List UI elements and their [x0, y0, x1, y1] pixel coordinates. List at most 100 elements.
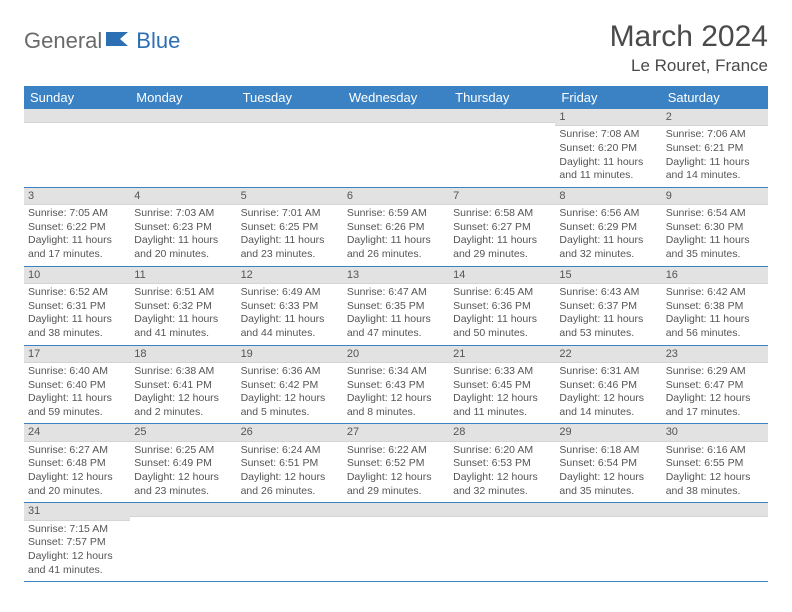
day-cell: 11Sunrise: 6:51 AMSunset: 6:32 PMDayligh… — [130, 266, 236, 345]
day-body: Sunrise: 6:43 AMSunset: 6:37 PMDaylight:… — [555, 284, 661, 345]
daylight: Daylight: 12 hours and 32 minutes. — [453, 471, 551, 498]
day-body: Sunrise: 6:51 AMSunset: 6:32 PMDaylight:… — [130, 284, 236, 345]
day-number: 21 — [449, 346, 555, 363]
sunset: Sunset: 6:23 PM — [134, 221, 232, 235]
day-body: Sunrise: 6:33 AMSunset: 6:45 PMDaylight:… — [449, 363, 555, 424]
day-body: Sunrise: 6:20 AMSunset: 6:53 PMDaylight:… — [449, 442, 555, 503]
sunrise: Sunrise: 6:16 AM — [666, 444, 764, 458]
logo: General Blue — [24, 20, 180, 54]
day-body: Sunrise: 6:40 AMSunset: 6:40 PMDaylight:… — [24, 363, 130, 424]
day-body: Sunrise: 6:45 AMSunset: 6:36 PMDaylight:… — [449, 284, 555, 345]
day-body: Sunrise: 6:52 AMSunset: 6:31 PMDaylight:… — [24, 284, 130, 345]
logo-text-blue: Blue — [136, 28, 180, 54]
day-cell: 31Sunrise: 7:15 AMSunset: 7:57 PMDayligh… — [24, 503, 130, 582]
sunset: Sunset: 6:55 PM — [666, 457, 764, 471]
day-cell: 3Sunrise: 7:05 AMSunset: 6:22 PMDaylight… — [24, 187, 130, 266]
sunset: Sunset: 6:53 PM — [453, 457, 551, 471]
sunrise: Sunrise: 7:03 AM — [134, 207, 232, 221]
day-cell — [237, 503, 343, 582]
day-cell — [343, 109, 449, 187]
day-body — [449, 517, 555, 565]
week-row: 10Sunrise: 6:52 AMSunset: 6:31 PMDayligh… — [24, 266, 768, 345]
day-body: Sunrise: 6:16 AMSunset: 6:55 PMDaylight:… — [662, 442, 768, 503]
day-cell: 4 Sunrise: 7:03 AMSunset: 6:23 PMDaylight… — [130, 187, 236, 266]
day-cell — [449, 503, 555, 582]
day-cell: 9Sunrise: 6:54 AMSunset: 6:30 PMDaylight… — [662, 187, 768, 266]
daylight: Daylight: 12 hours and 5 minutes. — [241, 392, 339, 419]
day-cell — [555, 503, 661, 582]
daylight: Daylight: 11 hours and 29 minutes. — [453, 234, 551, 261]
day-number: 9 — [662, 188, 768, 205]
day-cell: 25Sunrise: 6:25 AMSunset: 6:49 PMDayligh… — [130, 424, 236, 503]
day-number: 14 — [449, 267, 555, 284]
sunset: Sunset: 6:49 PM — [134, 457, 232, 471]
daylight: Daylight: 12 hours and 23 minutes. — [134, 471, 232, 498]
sunrise: Sunrise: 7:15 AM — [28, 523, 126, 537]
day-cell — [24, 109, 130, 187]
day-body: Sunrise: 6:25 AMSunset: 6:49 PMDaylight:… — [130, 442, 236, 503]
day-number — [237, 109, 343, 123]
daylight: Daylight: 11 hours and 41 minutes. — [134, 313, 232, 340]
sunrise: Sunrise: 6:59 AM — [347, 207, 445, 221]
sunrise: Sunrise: 6:36 AM — [241, 365, 339, 379]
daylight: Daylight: 11 hours and 17 minutes. — [28, 234, 126, 261]
day-number — [343, 109, 449, 123]
header: General Blue March 2024 Le Rouret, Franc… — [24, 20, 768, 76]
day-cell: 14Sunrise: 6:45 AMSunset: 6:36 PMDayligh… — [449, 266, 555, 345]
col-tuesday: Tuesday — [237, 86, 343, 109]
day-number: 13 — [343, 267, 449, 284]
week-row: 31Sunrise: 7:15 AMSunset: 7:57 PMDayligh… — [24, 503, 768, 582]
day-number — [555, 503, 661, 517]
day-cell: 19Sunrise: 6:36 AMSunset: 6:42 PMDayligh… — [237, 345, 343, 424]
day-number: 20 — [343, 346, 449, 363]
day-body: Sunrise: 6:49 AMSunset: 6:33 PMDaylight:… — [237, 284, 343, 345]
calendar-table: Sunday Monday Tuesday Wednesday Thursday… — [24, 86, 768, 582]
sunset: Sunset: 6:30 PM — [666, 221, 764, 235]
day-cell: 26Sunrise: 6:24 AMSunset: 6:51 PMDayligh… — [237, 424, 343, 503]
sunset: Sunset: 6:21 PM — [666, 142, 764, 156]
col-monday: Monday — [130, 86, 236, 109]
sunset: Sunset: 6:33 PM — [241, 300, 339, 314]
day-number — [237, 503, 343, 517]
day-cell: 13Sunrise: 6:47 AMSunset: 6:35 PMDayligh… — [343, 266, 449, 345]
daylight: Daylight: 11 hours and 20 minutes. — [134, 234, 232, 261]
day-body: Sunrise: 7:06 AMSunset: 6:21 PMDaylight:… — [662, 126, 768, 187]
day-number: 8 — [555, 188, 661, 205]
day-cell — [662, 503, 768, 582]
daylight: Daylight: 11 hours and 38 minutes. — [28, 313, 126, 340]
sunset: Sunset: 6:45 PM — [453, 379, 551, 393]
day-cell: 12Sunrise: 6:49 AMSunset: 6:33 PMDayligh… — [237, 266, 343, 345]
day-number: 4 — [130, 188, 236, 205]
sunrise: Sunrise: 6:33 AM — [453, 365, 551, 379]
sunset: Sunset: 6:26 PM — [347, 221, 445, 235]
daylight: Daylight: 12 hours and 38 minutes. — [666, 471, 764, 498]
week-row: 17Sunrise: 6:40 AMSunset: 6:40 PMDayligh… — [24, 345, 768, 424]
day-number: 24 — [24, 424, 130, 441]
daylight: Daylight: 11 hours and 44 minutes. — [241, 313, 339, 340]
day-body: Sunrise: 6:31 AMSunset: 6:46 PMDaylight:… — [555, 363, 661, 424]
day-body: Sunrise: 6:22 AMSunset: 6:52 PMDaylight:… — [343, 442, 449, 503]
day-cell: 23Sunrise: 6:29 AMSunset: 6:47 PMDayligh… — [662, 345, 768, 424]
day-cell: 27Sunrise: 6:22 AMSunset: 6:52 PMDayligh… — [343, 424, 449, 503]
col-friday: Friday — [555, 86, 661, 109]
sunrise: Sunrise: 6:49 AM — [241, 286, 339, 300]
location: Le Rouret, France — [610, 56, 768, 76]
day-body: Sunrise: 6:18 AMSunset: 6:54 PMDaylight:… — [555, 442, 661, 503]
daylight: Daylight: 11 hours and 50 minutes. — [453, 313, 551, 340]
sunrise: Sunrise: 6:27 AM — [28, 444, 126, 458]
day-number: 29 — [555, 424, 661, 441]
day-body: Sunrise: 7:15 AMSunset: 7:57 PMDaylight:… — [24, 521, 130, 582]
day-body — [24, 123, 130, 171]
sunset: Sunset: 6:47 PM — [666, 379, 764, 393]
day-body — [343, 517, 449, 565]
day-number: 7 — [449, 188, 555, 205]
col-thursday: Thursday — [449, 86, 555, 109]
daylight: Daylight: 12 hours and 20 minutes. — [28, 471, 126, 498]
sunset: Sunset: 6:20 PM — [559, 142, 657, 156]
day-number — [449, 503, 555, 517]
day-cell: 16Sunrise: 6:42 AMSunset: 6:38 PMDayligh… — [662, 266, 768, 345]
day-body: Sunrise: 6:58 AMSunset: 6:27 PMDaylight:… — [449, 205, 555, 266]
sunset: Sunset: 6:41 PM — [134, 379, 232, 393]
sunset: Sunset: 6:27 PM — [453, 221, 551, 235]
daylight: Daylight: 12 hours and 11 minutes. — [453, 392, 551, 419]
